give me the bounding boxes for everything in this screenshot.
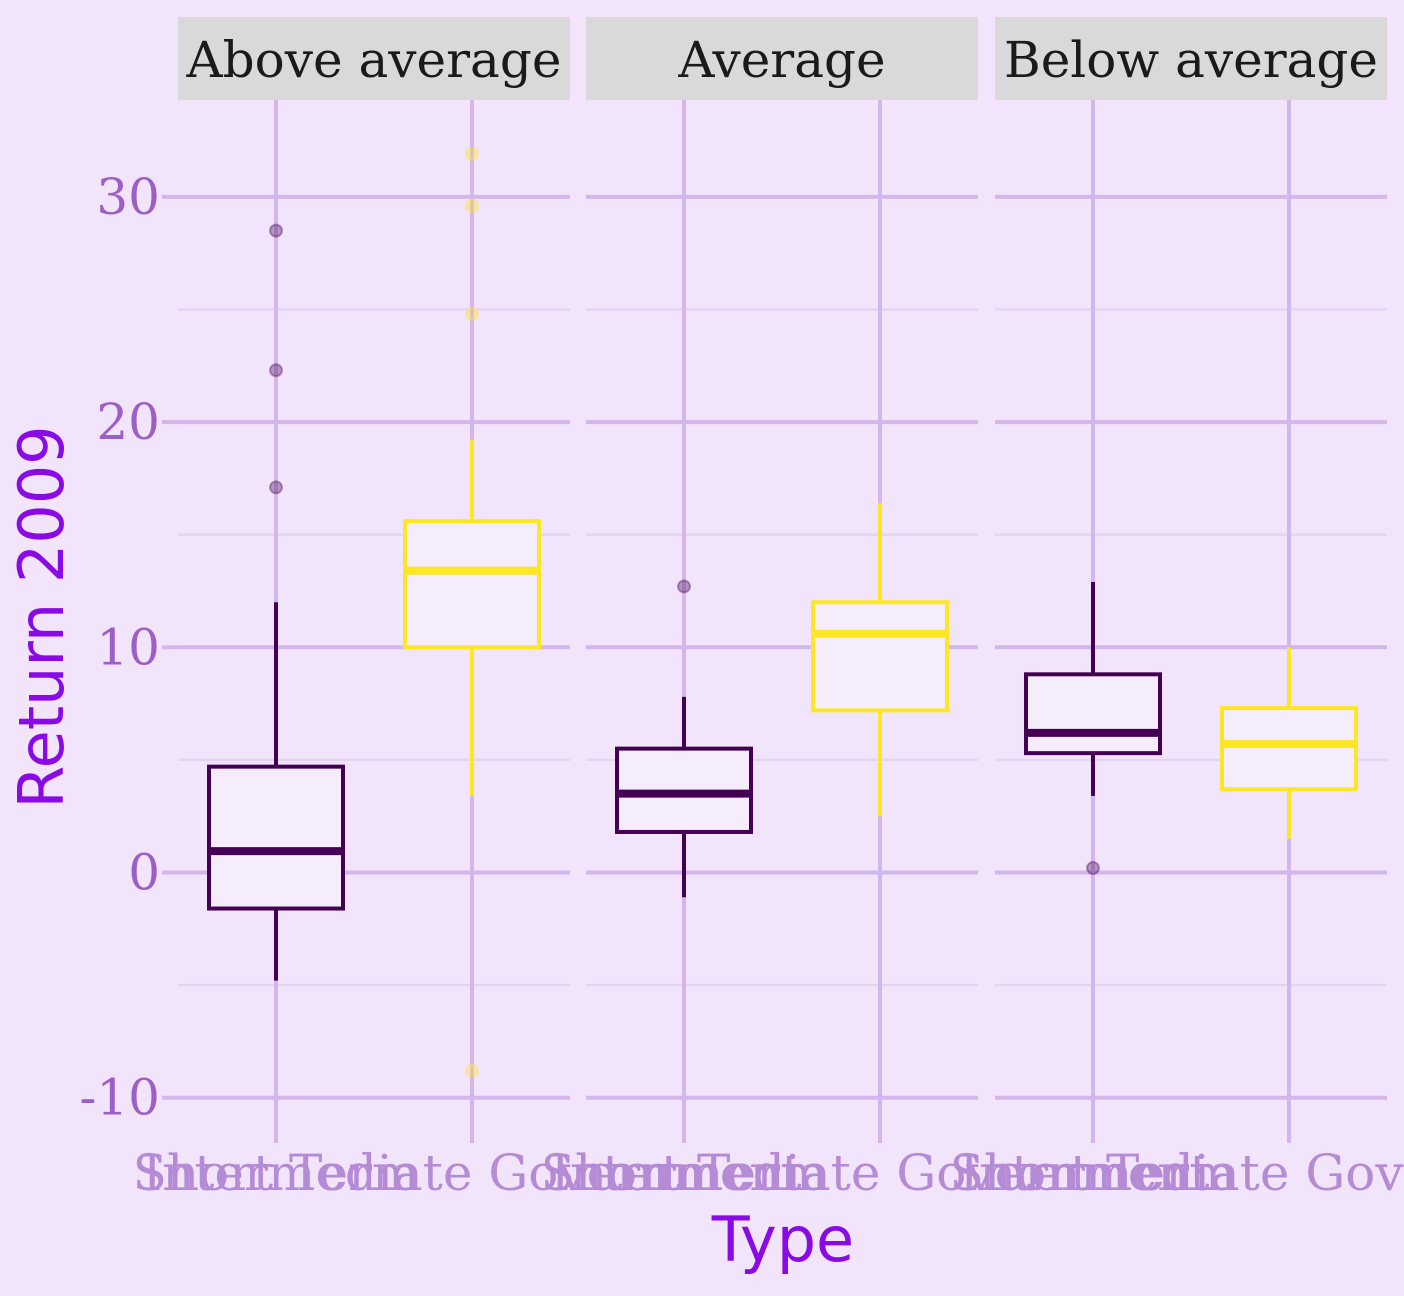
y-tick-label: -10 (79, 1069, 160, 1127)
facet-strip (586, 17, 978, 100)
panel-background (995, 100, 1387, 1127)
y-tick-label: 30 (96, 168, 160, 226)
facet-panel-3: Below average (995, 17, 1387, 1127)
x-tick-label: Intermediate Government (142, 1144, 801, 1202)
box-short-term (1024, 581, 1162, 875)
box-body (403, 519, 541, 650)
y-tick-label: 20 (96, 393, 160, 451)
facet-strip (178, 17, 570, 100)
outlier-point (465, 306, 479, 321)
box-body (207, 764, 345, 911)
facet-panel-2: Average (586, 17, 978, 1127)
y-tick-label: 10 (96, 618, 160, 676)
x-tick-label: Short Term (541, 1144, 828, 1202)
y-axis-title: Return 2009 (5, 425, 78, 808)
box-short-term (615, 579, 753, 898)
facet-panel-1: Above average (178, 17, 570, 1127)
y-tick-label: 0 (128, 844, 160, 902)
box-body (1024, 672, 1162, 756)
x-tick-label: Short Term (133, 1144, 420, 1202)
box-body (1220, 706, 1358, 792)
box-intermediate-government (811, 503, 949, 817)
outlier-point (465, 147, 479, 162)
facet-strip-label: Below average (1004, 31, 1378, 89)
x-axis-title: Type (711, 1203, 854, 1276)
outlier-point (465, 198, 479, 213)
x-tick-label: Intermediate Government (959, 1144, 1404, 1202)
outlier-point (1086, 860, 1100, 875)
outlier-point (269, 363, 283, 378)
box-intermediate-government (403, 147, 541, 1078)
box-body (811, 600, 949, 713)
box-short-term (207, 223, 345, 981)
facet-panels: Above average Average Below average (178, 17, 1387, 1127)
facet-strip-label: Above average (186, 31, 562, 89)
x-tick-label: Intermediate Government (550, 1144, 1209, 1202)
outlier-point (465, 1063, 479, 1078)
outlier-point (269, 223, 283, 238)
x-tick-label: Short Term (950, 1144, 1237, 1202)
outlier-point (677, 579, 691, 594)
facet-strip-label: Average (677, 31, 885, 89)
outlier-point (269, 480, 283, 495)
facet-strip (995, 17, 1387, 100)
box-intermediate-government (1220, 647, 1358, 839)
